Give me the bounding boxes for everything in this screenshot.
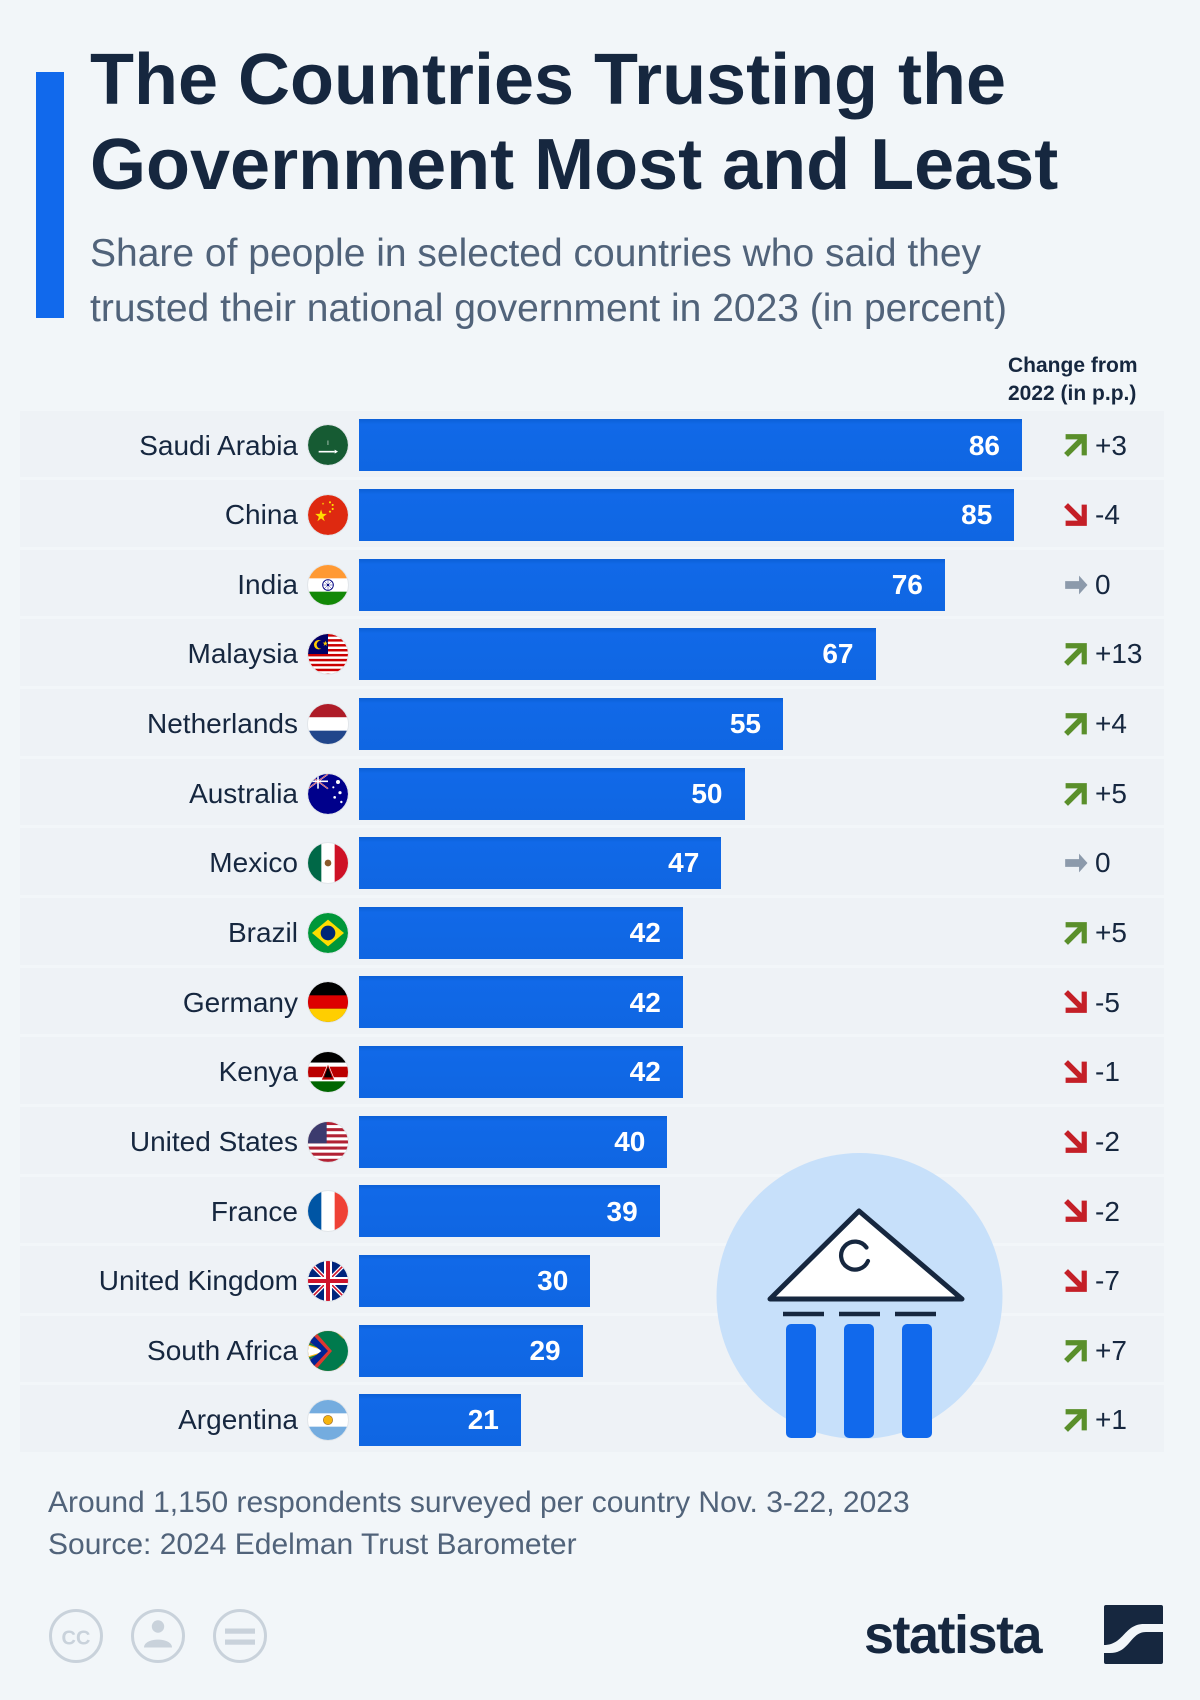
svg-text:CC: CC bbox=[62, 1628, 91, 1650]
